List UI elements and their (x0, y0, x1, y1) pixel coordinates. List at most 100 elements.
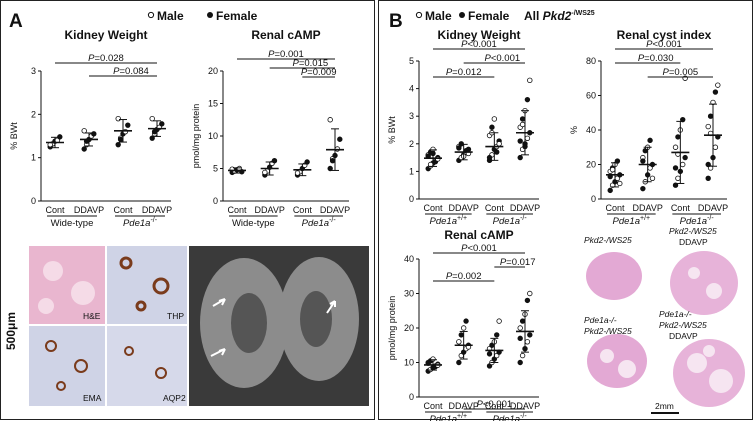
data-point (517, 138, 523, 144)
kidney-label-top-left: Pkd2-/WS25 (584, 235, 632, 245)
kidney-image-3 (587, 334, 647, 388)
chart-title: Renal cAMP (251, 28, 320, 42)
y-tick-label: 3 (31, 66, 36, 76)
chart-title: Renal cAMP (444, 228, 513, 242)
legend-male-label: Male (157, 9, 184, 23)
panel-a: A Male Female Kidney Weight 0 1 2 3 % BWt Cont… (0, 0, 375, 420)
data-point (705, 161, 711, 168)
label-aqp2: AQP2 (163, 393, 186, 403)
x-tick-label: DDAVP (448, 203, 478, 213)
data-point (304, 159, 310, 165)
y-tick-label: 1 (31, 153, 36, 163)
y-tick-label: 2 (31, 109, 36, 119)
kidney-image-1 (586, 252, 642, 300)
data-point (456, 359, 462, 366)
data-point (647, 137, 653, 144)
scale-500um: 500μm (4, 312, 18, 350)
data-point (675, 134, 681, 140)
comparison-label: P<0.001 (461, 39, 497, 50)
panel-a-letter: A (9, 11, 23, 32)
group-label: Pde1a+/+ (430, 215, 468, 227)
chart-title: Kidney Weight (437, 28, 520, 42)
chart-a-kidney-weight: Kidney Weight 0 1 2 3 % BWt Cont DDAVP Cont DDAVP… (9, 28, 172, 229)
data-point (617, 180, 623, 187)
y-tick-label: 2 (409, 139, 414, 149)
kidney-label-top-right-2: DDAVP (679, 237, 708, 247)
legend-all-label: All Pkd2-/WS25 (524, 9, 595, 23)
data-point (672, 182, 679, 188)
x-tick-label: Cont (293, 205, 313, 215)
data-point (125, 122, 131, 128)
group-label: Pde1a-/- (493, 413, 528, 421)
x-tick-label: Cont (227, 205, 247, 215)
data-point (649, 175, 656, 181)
y-tick-label: 0 (31, 196, 36, 206)
kidney-label-bottom-left-2: Pkd2-/WS25 (584, 326, 632, 336)
data-point (115, 115, 121, 122)
data-point (294, 170, 301, 176)
data-point (519, 318, 526, 324)
data-point (672, 144, 679, 150)
x-tick-label: DDAVP (320, 205, 350, 215)
data-point (149, 115, 155, 122)
data-point (527, 290, 533, 297)
comparison-label: P<0.001 (476, 399, 512, 410)
comparison-label: P=0.001 (268, 49, 304, 60)
histology-thp-image (107, 246, 187, 324)
data-point (463, 318, 469, 324)
scale-bar-label: 2mm (655, 401, 674, 411)
group-label: Pde1a+/+ (430, 413, 468, 421)
legend-female-marker (207, 12, 213, 18)
data-point (159, 121, 165, 127)
comparison-label: P=0.017 (500, 257, 536, 268)
x-tick-label: Cont (485, 401, 505, 411)
legend-male-marker-b (415, 11, 423, 19)
y-tick-label: 20 (586, 160, 596, 170)
data-point (707, 113, 714, 119)
y-tick-label: 3 (409, 111, 414, 121)
comparison-label: P=0.030 (638, 53, 674, 64)
y-tick-label: 20 (404, 323, 414, 333)
y-tick-label: 4 (409, 84, 414, 94)
data-point (680, 116, 686, 123)
data-point (81, 146, 87, 152)
data-point (494, 332, 500, 338)
data-point (327, 165, 333, 172)
data-point (489, 124, 495, 130)
kidney-label-top-right-1: Pkd2-/WS25 (669, 226, 717, 236)
data-point (712, 89, 719, 95)
data-point (486, 351, 493, 357)
data-point (91, 131, 97, 137)
panel-b-svg: B Male Female All Pkd2-/WS25 Kidney Weig… (387, 9, 745, 421)
histology-aqp2-image (107, 326, 187, 406)
group-label: Wide-type (51, 218, 94, 229)
data-point (115, 141, 121, 148)
data-point (458, 141, 464, 147)
kidney-label-bottom-right-1: Pde1a-/- (659, 309, 692, 319)
data-point (517, 359, 523, 366)
data-point (456, 145, 462, 151)
panel-b: B Male Female All Pkd2-/WS25 Kidney Weig… (378, 0, 753, 421)
y-axis-label: pmol/mg protein (191, 104, 201, 169)
data-point (491, 116, 498, 122)
comparison-label: P=0.084 (113, 66, 149, 77)
chart-a-renal-camp: Renal cAMP 0 5 10 15 20 pmol/mg protein Cont DDA… (191, 28, 350, 229)
y-axis-label: % BWt (9, 122, 19, 150)
x-tick-label: Cont (113, 205, 133, 215)
y-tick-label: 15 (208, 99, 218, 109)
data-point (682, 154, 688, 161)
y-tick-label: 0 (591, 194, 596, 204)
y-tick-label: 0 (409, 194, 414, 204)
data-point (262, 169, 268, 176)
data-point (705, 123, 711, 130)
x-tick-label: DDAVP (448, 401, 478, 411)
data-point (524, 135, 531, 141)
y-tick-label: 10 (208, 131, 218, 141)
data-point (527, 332, 533, 338)
comparison-label: P<0.001 (461, 243, 497, 254)
x-tick-label: DDAVP (698, 203, 728, 213)
comparison-label: P=0.028 (88, 53, 124, 64)
y-tick-label: 30 (404, 289, 414, 299)
data-point (494, 149, 500, 155)
y-tick-label: 5 (213, 164, 218, 174)
